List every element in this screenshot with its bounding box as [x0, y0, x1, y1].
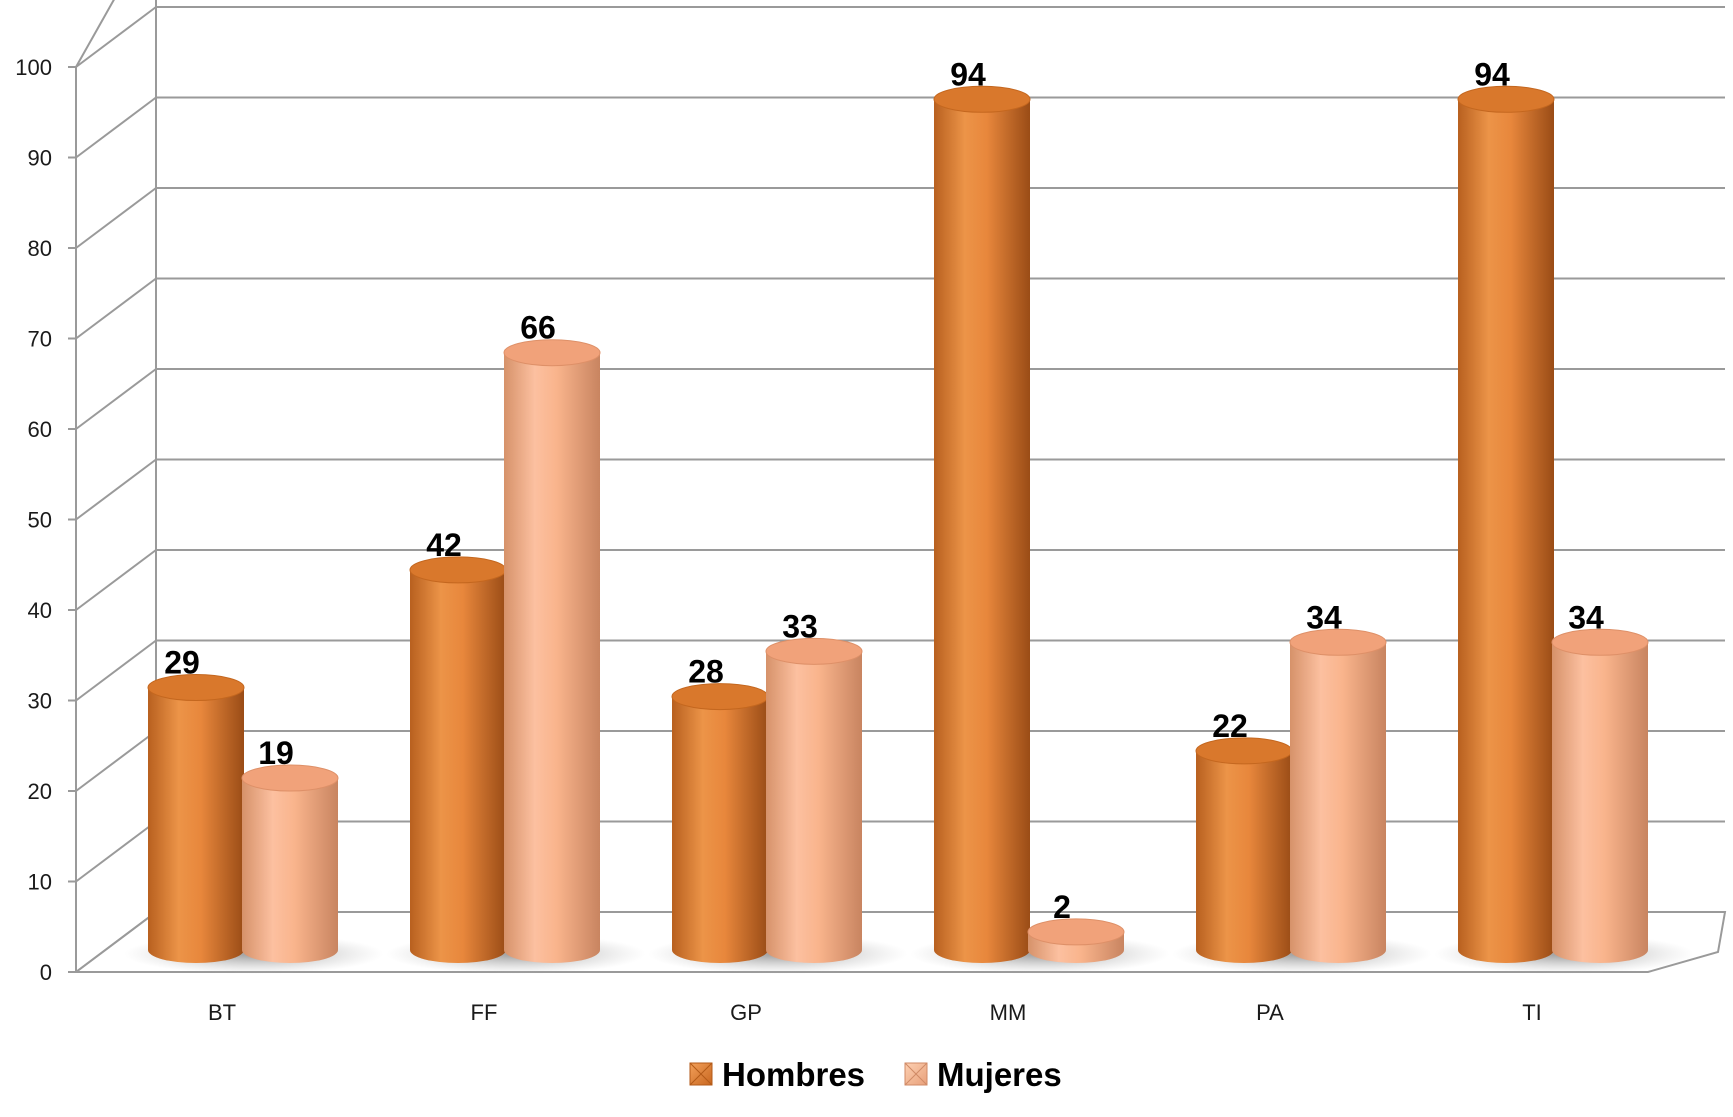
gridline-side	[75, 639, 157, 702]
x-tick-label: BT	[208, 1000, 236, 1025]
y-tick-label: 30	[28, 689, 52, 714]
x-tick-label: FF	[471, 1000, 498, 1025]
bar-MM-mujeres	[1027, 918, 1125, 963]
y-tick-label: 40	[28, 598, 52, 623]
data-label: 34	[1306, 599, 1342, 635]
bar-cap	[1289, 628, 1387, 656]
y-tick-label: 50	[28, 508, 52, 533]
y-tick-label: 60	[28, 417, 52, 442]
data-label: 22	[1212, 708, 1248, 744]
gridline-side	[75, 458, 157, 521]
data-label: 94	[950, 56, 986, 92]
data-label: 29	[164, 645, 200, 681]
bar-GP-hombres	[671, 683, 769, 963]
bar-body	[1458, 99, 1554, 964]
y-tick-label: 100	[15, 55, 52, 80]
y-tick-label: 70	[28, 327, 52, 352]
gridline-side	[75, 820, 157, 883]
data-label: 42	[426, 527, 462, 563]
gridline-side	[75, 549, 157, 611]
data-label: 34	[1568, 599, 1604, 635]
y-tick-label: 20	[28, 779, 52, 804]
data-label: 19	[258, 735, 294, 771]
bar-GP-mujeres	[765, 637, 863, 963]
bar-cap	[1457, 85, 1555, 113]
x-tick-label: GP	[730, 1000, 762, 1025]
legend-label: Mujeres	[937, 1056, 1062, 1093]
data-label: 66	[520, 310, 556, 346]
gridline-side	[75, 911, 157, 973]
data-label: 33	[782, 608, 818, 644]
bar-body	[148, 687, 244, 963]
bar-MM-hombres	[933, 85, 1031, 964]
bar-cap	[1027, 918, 1125, 946]
legend: Hombres Mujeres	[689, 1056, 1062, 1093]
bar-body	[934, 99, 1030, 964]
gridline-side	[75, 277, 157, 340]
legend-label: Hombres	[722, 1056, 865, 1093]
bar-body	[1196, 750, 1292, 963]
legend-item-mujeres: Mujeres	[904, 1056, 1062, 1093]
gridline-side	[75, 6, 157, 68]
bar-body	[1290, 642, 1386, 963]
side-wall-top-edge	[75, 0, 115, 68]
bar-FF-hombres	[409, 556, 507, 963]
gridline-side	[75, 730, 157, 792]
x-tick-label: PA	[1256, 1000, 1284, 1025]
bar-cap	[765, 637, 863, 665]
x-tick-label: TI	[1522, 1000, 1542, 1025]
bar-body	[504, 352, 600, 963]
bar-FF-mujeres	[503, 339, 601, 963]
bar-BT-mujeres	[241, 764, 339, 963]
y-tick-label: 10	[28, 870, 52, 895]
legend-item-hombres: Hombres	[689, 1056, 865, 1093]
bar-BT-hombres	[147, 674, 245, 963]
legend-swatch-mark	[904, 1062, 928, 1086]
bar-PA-mujeres	[1289, 628, 1387, 963]
bars	[147, 85, 1649, 964]
gridline-side	[75, 368, 157, 430]
bar-TI-mujeres	[1551, 628, 1649, 963]
bar-TI-hombres	[1457, 85, 1555, 964]
bar-cap	[241, 764, 339, 792]
legend-swatch-mark	[689, 1062, 713, 1086]
x-axis: BT FF GP MM PA TI	[208, 1000, 1542, 1025]
data-label: 28	[688, 654, 724, 690]
y-tick-label: 0	[40, 960, 52, 985]
y-tick-label: 80	[28, 236, 52, 261]
data-label: 94	[1474, 56, 1510, 92]
bar-body	[1552, 642, 1648, 963]
bar-cap	[1551, 628, 1649, 656]
data-label: 2	[1053, 889, 1071, 925]
bar-PA-hombres	[1195, 737, 1293, 963]
y-axis: 0 10 20 30 40 50 60 70 80 90 100	[15, 55, 76, 985]
bar-body	[766, 651, 862, 963]
bar-body	[242, 778, 338, 963]
gridline-side	[75, 187, 157, 249]
y-tick-label: 90	[28, 146, 52, 171]
bar-cap	[147, 674, 245, 702]
bar-body	[410, 569, 506, 963]
x-tick-label: MM	[990, 1000, 1027, 1025]
bar-cap	[503, 339, 601, 367]
gridline-side	[75, 96, 157, 159]
bar-body	[672, 696, 768, 963]
bar-cap	[933, 85, 1031, 113]
